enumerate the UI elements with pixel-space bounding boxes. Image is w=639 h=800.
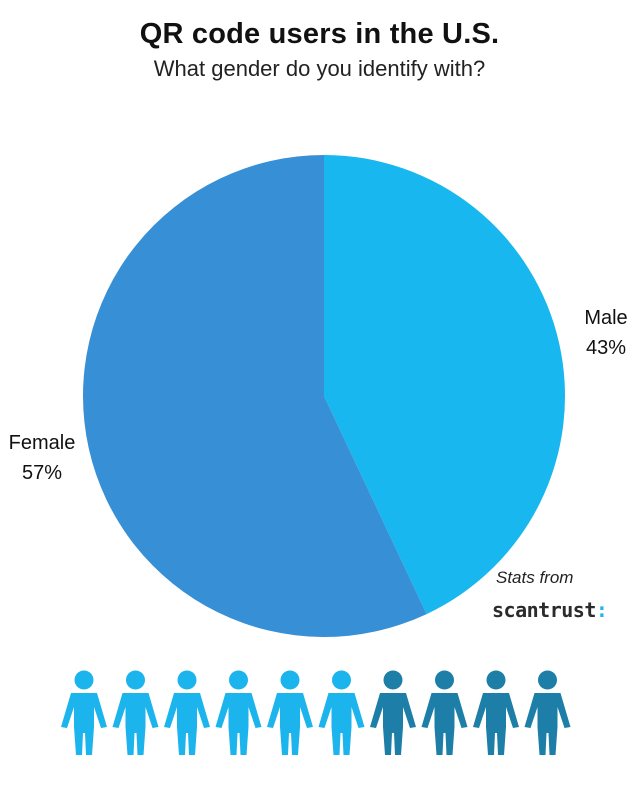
chart-subtitle: What gender do you identify with? — [153, 56, 486, 81]
male-label-text: Male — [584, 307, 628, 329]
brand-name: scantrust — [492, 598, 596, 622]
brand-mark: : — [595, 598, 608, 622]
person-icon — [421, 670, 468, 755]
chart-title: QR code users in the U.S. — [139, 18, 500, 50]
person-icon — [370, 670, 416, 755]
person-icon — [112, 670, 159, 755]
person-icon — [267, 670, 313, 755]
male-slice-label: Male 43% — [572, 303, 639, 363]
female-label-text: Female — [8, 432, 76, 454]
person-icon — [61, 670, 107, 755]
source-text: Stats from — [496, 568, 574, 587]
scantrust-logo: scantrust: — [492, 598, 608, 622]
person-icon — [318, 670, 365, 755]
pie-slice-male — [324, 155, 565, 615]
female-percent-text: 57% — [21, 462, 63, 484]
person-icon — [215, 670, 262, 755]
female-slice-label: Female 57% — [0, 428, 84, 488]
person-icon — [164, 670, 210, 755]
person-icon — [473, 670, 519, 755]
pie-slice-female — [83, 155, 427, 637]
male-percent-text: 43% — [585, 337, 627, 359]
person-icon — [524, 670, 571, 755]
